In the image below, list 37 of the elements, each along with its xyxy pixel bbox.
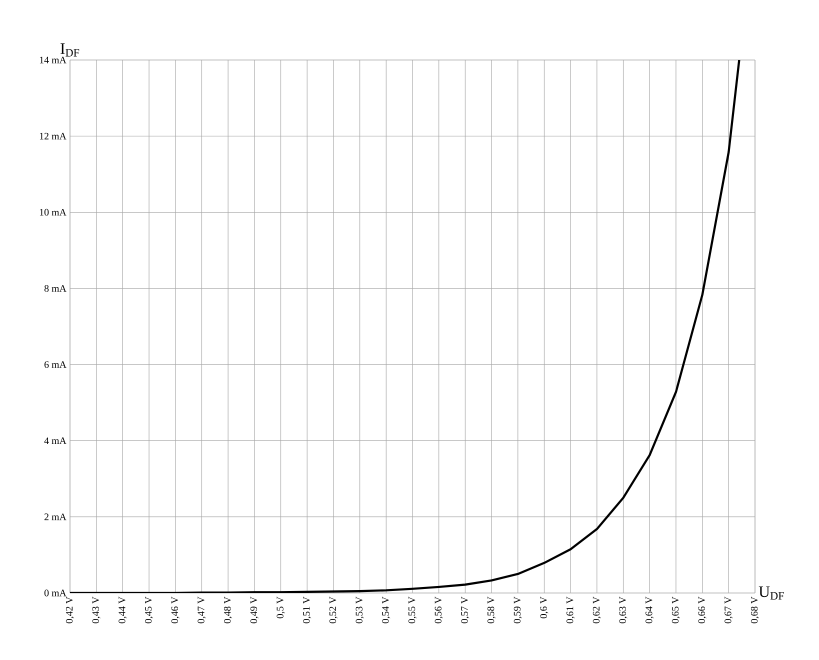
x-tick-label: 0,67 V bbox=[724, 596, 733, 624]
x-tick-label: 0,58 V bbox=[487, 596, 496, 624]
x-tick-label: 0,43 V bbox=[92, 596, 100, 624]
x-tick-label: 0,59 V bbox=[514, 596, 522, 624]
x-tick-label: 0,49 V bbox=[250, 596, 259, 624]
x-tick-label: 0,47 V bbox=[198, 596, 206, 624]
x-tick-label: 0,51 V bbox=[303, 596, 312, 624]
x-tick-label: 0,61 V bbox=[566, 596, 575, 624]
x-tick-label: 0,46 V bbox=[171, 596, 180, 624]
y-tick-label: 6 mA bbox=[44, 361, 66, 368]
y-tick-label: 12 mA bbox=[40, 132, 66, 140]
x-tick-label: 0,56 V bbox=[434, 596, 443, 624]
x-tick-label: 0,42 V bbox=[66, 596, 74, 624]
x-axis-title: U$_{DF}$ bbox=[758, 586, 784, 600]
x-tick-label: 0,48 V bbox=[224, 596, 232, 624]
x-tick-label: 0,53 V bbox=[356, 596, 364, 624]
x-tick-label: 0,52 V bbox=[329, 596, 338, 624]
x-tick-label: 0,57 V bbox=[461, 596, 470, 624]
x-tick-label: 0,55 V bbox=[408, 596, 417, 624]
x-tick-label: 0,5 V bbox=[276, 596, 285, 618]
x-tick-label: 0,62 V bbox=[592, 596, 602, 624]
y-tick-label: 10 mA bbox=[40, 208, 66, 216]
x-tick-label: 0,63 V bbox=[619, 596, 628, 624]
x-tick-label: 0,45 V bbox=[144, 596, 154, 624]
y-tick-label: 4 mA bbox=[44, 437, 66, 444]
x-tick-label: 0,68 V bbox=[750, 596, 760, 624]
x-tick-label: 0,6 V bbox=[540, 596, 548, 618]
x-tick-label: 0,64 V bbox=[646, 596, 654, 624]
x-tick-label: 0,54 V bbox=[382, 596, 390, 624]
y-tick-label: 8 mA bbox=[44, 285, 66, 292]
y-tick-label: 14 mA bbox=[40, 56, 66, 64]
x-tick-label: 0,65 V bbox=[672, 596, 680, 624]
x-tick-label: 0,44 V bbox=[118, 596, 127, 624]
x-tick-label: 0,66 V bbox=[698, 596, 706, 624]
y-axis-title: I$_{DF}$ bbox=[60, 43, 80, 56]
y-tick-label: 2 mA bbox=[44, 514, 66, 520]
y-tick-label: 0 mA bbox=[44, 590, 66, 596]
